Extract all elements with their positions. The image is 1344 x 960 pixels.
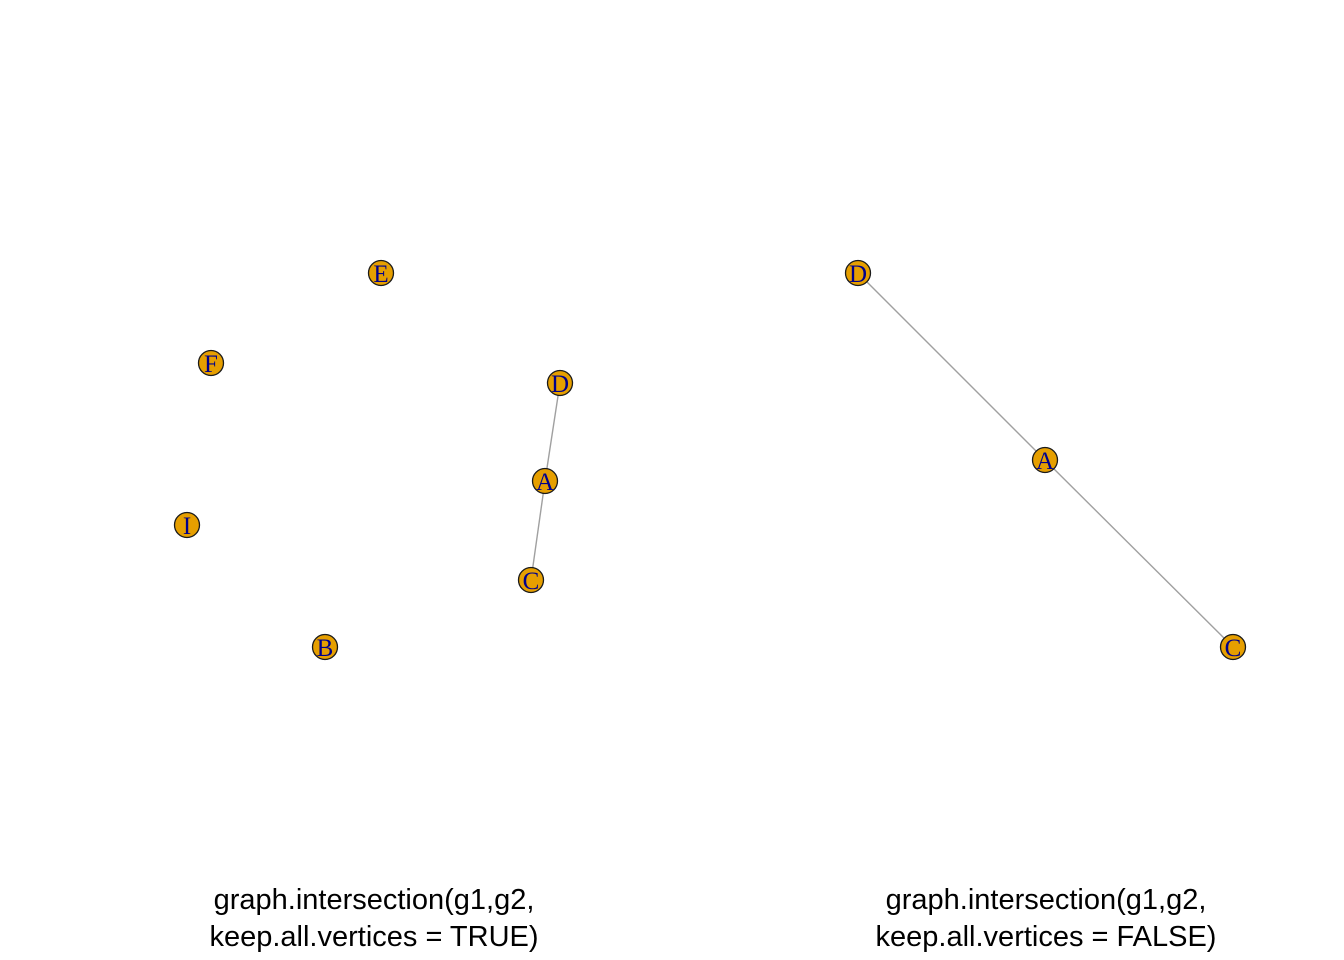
vertex-circle [844, 259, 872, 287]
vertex-circle [311, 633, 339, 661]
vertex-circle [367, 259, 395, 287]
vertex-label: B [317, 635, 334, 662]
graph-panel-right: D A C [844, 259, 1247, 662]
vertex-label: I [183, 513, 191, 540]
vertex-d: D [546, 369, 574, 398]
vertex-i: I [173, 511, 201, 540]
vertex-circle [1219, 633, 1247, 661]
vertex-label: C [1225, 635, 1242, 662]
vertex-label: A [1036, 448, 1054, 475]
vertex-b: B [311, 633, 339, 662]
vertex-label: F [204, 351, 218, 378]
caption-right-line2: keep.all.vertices = FALSE) [875, 921, 1217, 953]
vertex-c: C [1219, 633, 1247, 662]
vertex-circle [1031, 446, 1059, 474]
vertex-a: A [1031, 446, 1059, 475]
vertex-a: A [531, 467, 559, 496]
vertex-label: A [536, 469, 554, 496]
vertex-circle [546, 369, 574, 397]
vertex-circle [531, 467, 559, 495]
edge-A-C [530, 480, 546, 581]
vertex-d: D [844, 259, 872, 288]
caption-right-line1: graph.intersection(g1,g2, [885, 884, 1207, 916]
edge-D-A [544, 382, 561, 482]
vertex-label: D [849, 261, 867, 288]
vertex-label: D [551, 371, 569, 398]
graph-panel-left: E F D A I C B [173, 259, 574, 662]
vertex-circle [517, 566, 545, 594]
vertex-e: E [367, 259, 395, 288]
vertex-label: C [523, 568, 540, 595]
vertex-label: E [373, 261, 388, 288]
vertex-circle [173, 511, 201, 539]
caption-right: graph.intersection(g1,g2, keep.all.verti… [766, 882, 1326, 956]
caption-left-line1: graph.intersection(g1,g2, [213, 884, 535, 916]
vertex-c: C [517, 566, 545, 595]
caption-left-line2: keep.all.vertices = TRUE) [209, 921, 539, 953]
edge-A-C [1044, 459, 1234, 648]
vertex-f: F [197, 349, 225, 378]
caption-left: graph.intersection(g1,g2, keep.all.verti… [94, 882, 654, 956]
vertex-circle [197, 349, 225, 377]
edge-D-A [857, 272, 1046, 461]
